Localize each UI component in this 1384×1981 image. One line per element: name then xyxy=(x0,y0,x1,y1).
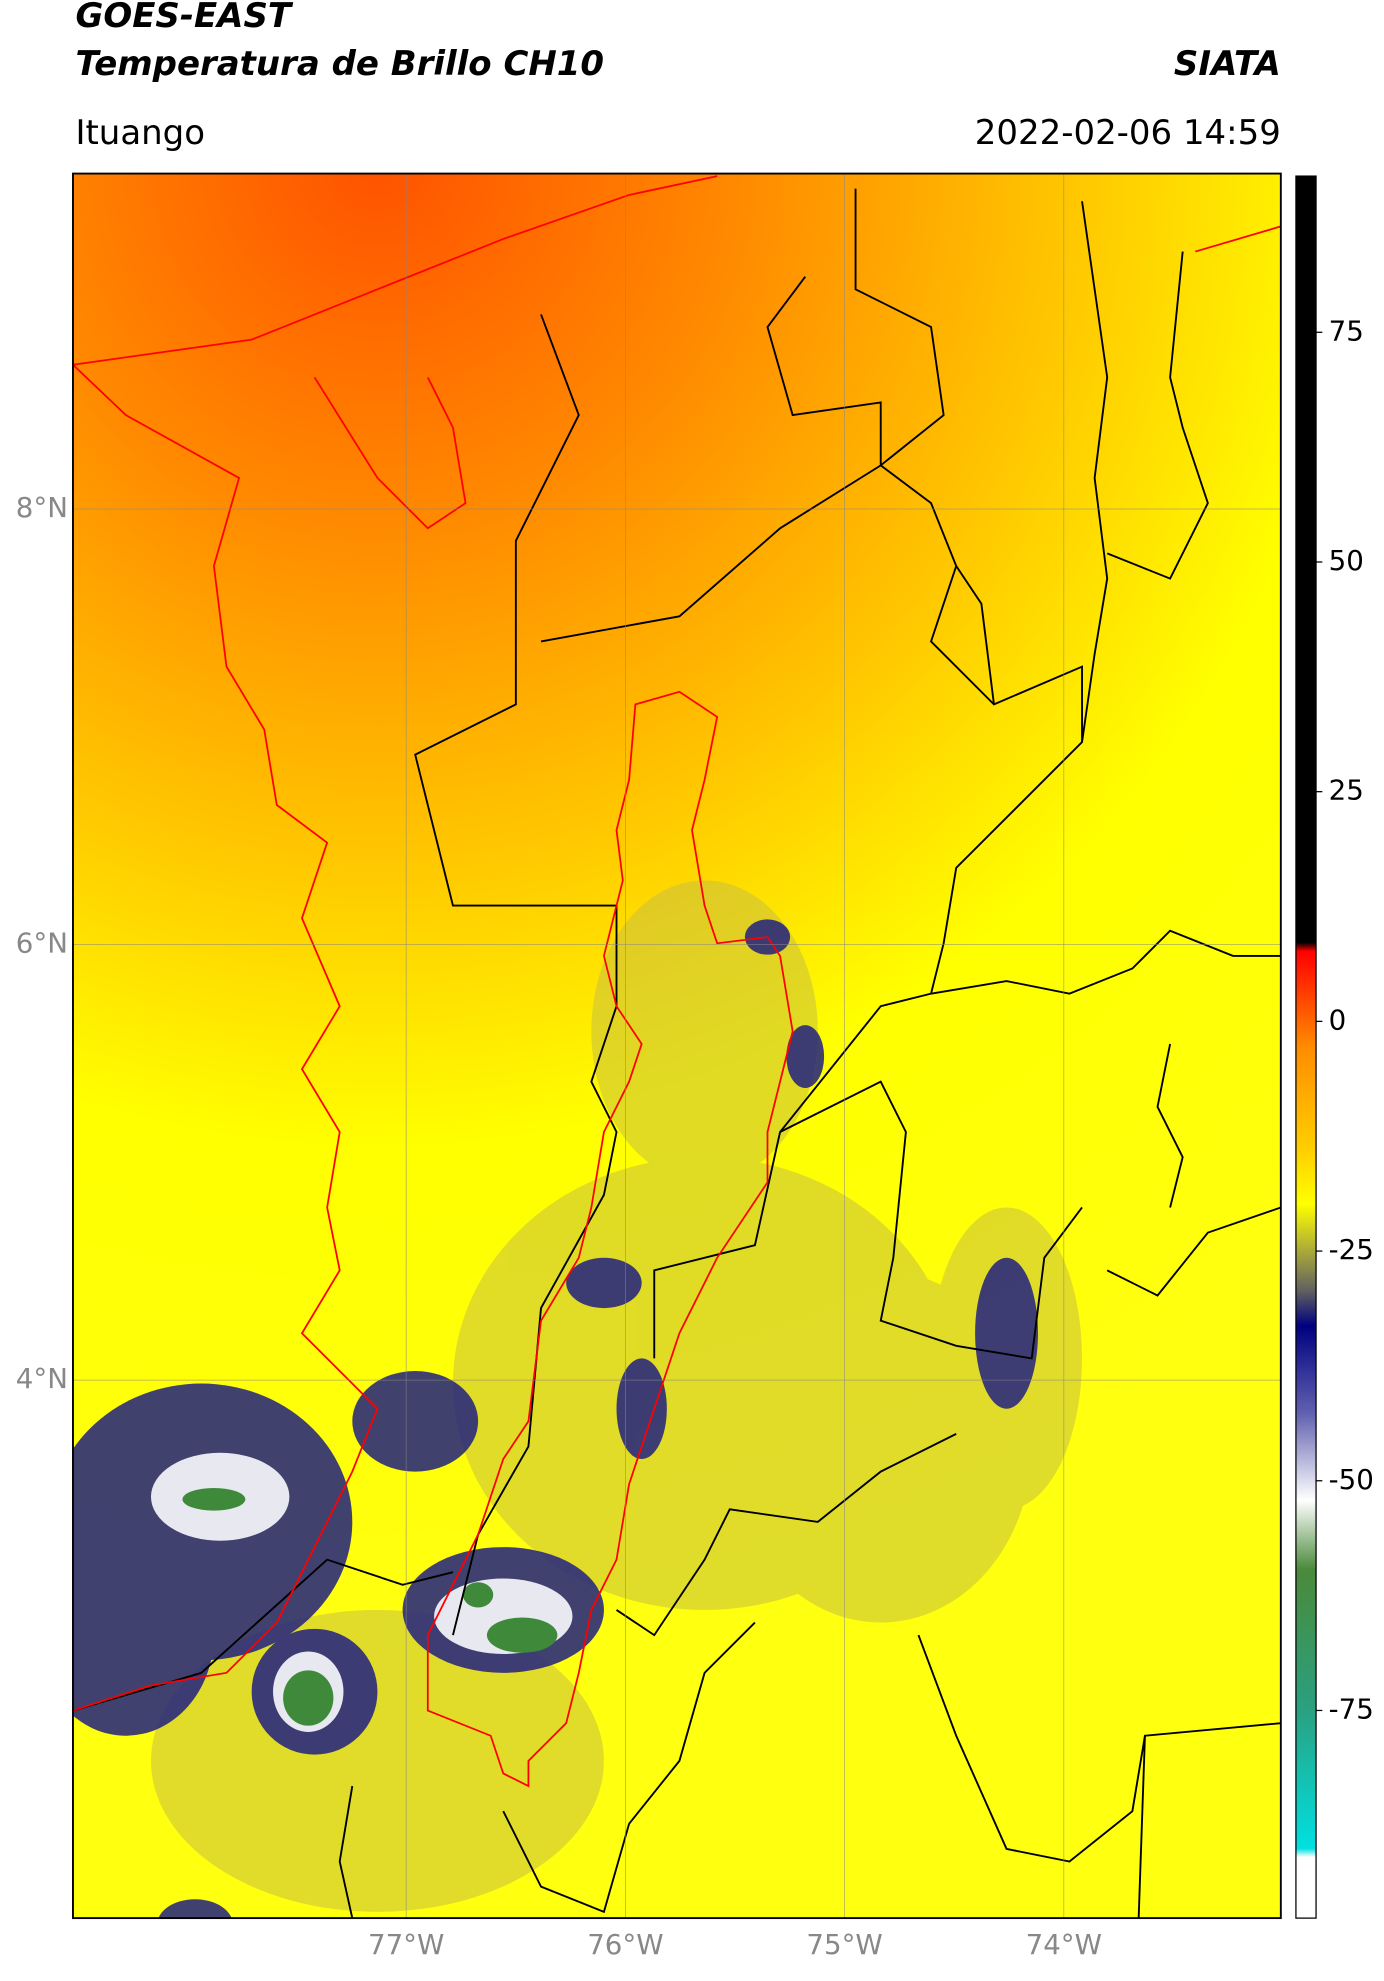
colorbar-tick-label: -50 xyxy=(1329,1463,1374,1496)
subtitle: Temperatura de Brillo CH10 xyxy=(75,44,604,84)
satellite-image xyxy=(72,173,1281,1919)
map-frame xyxy=(72,172,1282,1920)
graticule xyxy=(72,173,1281,1919)
x-tick-label: 76°W xyxy=(587,1928,663,1961)
x-tick-label: 75°W xyxy=(806,1928,882,1961)
colorbar-tick-label: -25 xyxy=(1329,1233,1374,1266)
y-tick-label: 6°N xyxy=(16,927,68,960)
x-tick-label: 74°W xyxy=(1026,1928,1102,1961)
datetime: 2022-02-06 14:59 xyxy=(975,113,1281,153)
location: Ituango xyxy=(75,113,205,153)
colorbar-tick-label: 75 xyxy=(1329,314,1364,347)
y-tick-label: 8°N xyxy=(16,491,68,524)
x-tick-label: 77°W xyxy=(368,1928,444,1961)
colorbar-tick-label: 50 xyxy=(1329,544,1364,577)
y-tick-label: 4°N xyxy=(16,1362,68,1395)
title: GOES-EAST xyxy=(75,0,293,36)
organization: SIATA xyxy=(1174,44,1281,84)
colorbar-tick-label: -75 xyxy=(1329,1692,1374,1725)
colorbar-tick-label: 0 xyxy=(1329,1003,1347,1036)
colorbar-tick-label: 25 xyxy=(1329,774,1364,807)
colorbar xyxy=(1295,175,1317,1919)
